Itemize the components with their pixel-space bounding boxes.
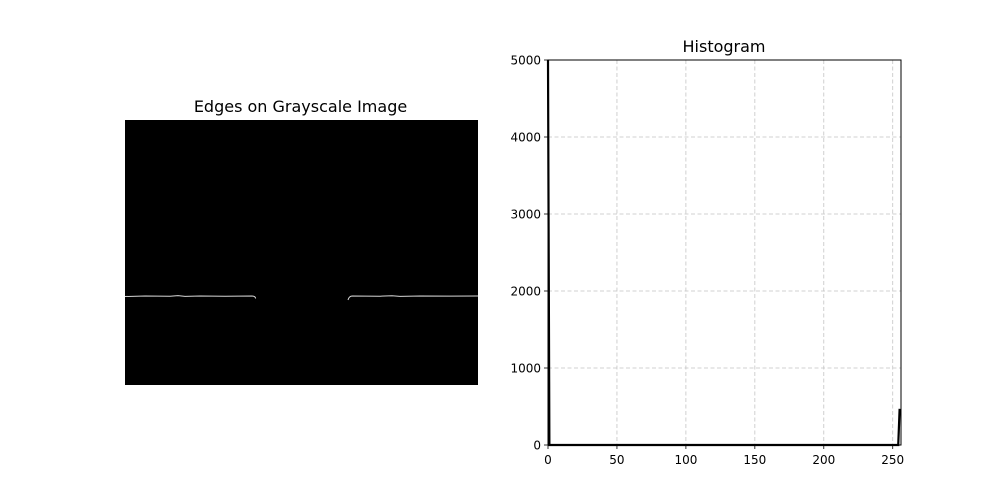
x-tick-label: 0 — [544, 453, 552, 467]
y-tick-label: 3000 — [510, 208, 541, 222]
x-tick-label: 250 — [881, 453, 904, 467]
histogram-grid — [547, 59, 901, 446]
y-tick-label: 1000 — [510, 362, 541, 376]
y-tick-label: 0 — [533, 439, 541, 453]
edge-image-panel: Edges on Grayscale Image — [124, 97, 479, 385]
y-tick-label: 4000 — [510, 131, 541, 145]
histogram-panel: Histogram 0 50 100 150 200 250 0 1000 2000 3000 40… — [510, 37, 904, 467]
x-tick-label: 150 — [743, 453, 766, 467]
histogram-title: Histogram — [683, 37, 766, 56]
y-tick-label: 5000 — [510, 54, 541, 68]
edge-line-right — [347, 295, 479, 301]
histogram-ticks: 0 50 100 150 200 250 0 1000 2000 3000 4000 5000 — [510, 54, 904, 468]
x-tick-label: 200 — [812, 453, 835, 467]
histogram-series-line — [546, 59, 901, 447]
histogram-frame — [547, 59, 902, 446]
edge-image-background — [125, 120, 478, 385]
y-tick-label: 2000 — [510, 285, 541, 299]
edge-line-left — [124, 295, 257, 299]
x-tick-label: 100 — [674, 453, 697, 467]
x-tick-label: 50 — [609, 453, 624, 467]
edge-image-title: Edges on Grayscale Image — [194, 97, 407, 116]
